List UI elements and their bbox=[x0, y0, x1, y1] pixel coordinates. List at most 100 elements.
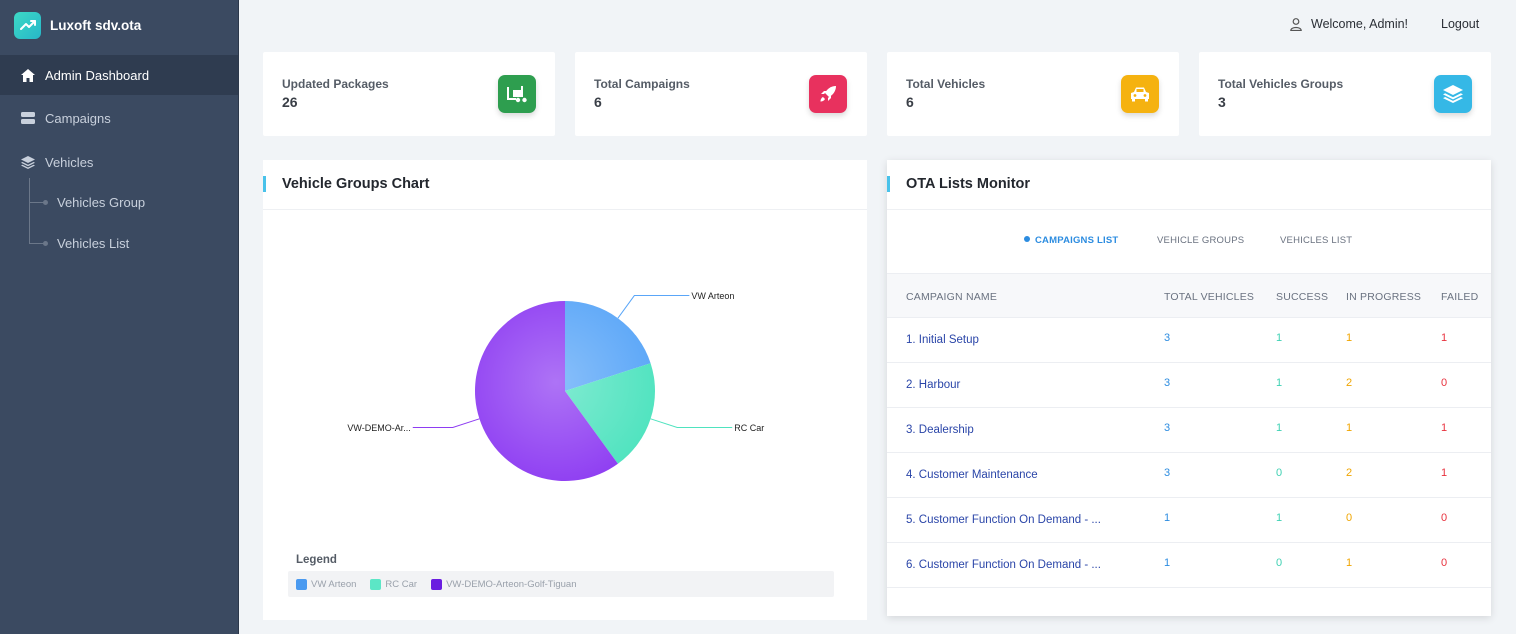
stat-card-updated-packages: Updated Packages 26 bbox=[263, 52, 555, 136]
user-icon bbox=[1290, 17, 1302, 31]
in-progress-cell: 2 bbox=[1346, 377, 1353, 389]
total-vehicles-cell: 1 bbox=[1164, 512, 1171, 524]
failed-cell: 0 bbox=[1441, 512, 1448, 524]
sidebar-item-label: Campaigns bbox=[45, 110, 111, 126]
success-cell: 0 bbox=[1276, 467, 1283, 479]
tab-label: VEHICLE GROUPS bbox=[1157, 235, 1245, 246]
in-progress-cell: 2 bbox=[1346, 467, 1353, 479]
sidebar-item-vehicles-list[interactable]: Vehicles List bbox=[0, 236, 238, 251]
legend-item[interactable]: RC Car bbox=[370, 578, 418, 590]
failed-cell: 0 bbox=[1441, 377, 1448, 389]
in-progress-cell: 1 bbox=[1346, 332, 1353, 344]
panel-title: OTA Lists Monitor bbox=[887, 176, 1030, 192]
sidebar-item-vehicles[interactable]: Vehicles bbox=[0, 142, 238, 182]
legend-item[interactable]: VW-DEMO-Arteon-Golf-Tiguan bbox=[431, 578, 577, 590]
sidebar-item-label: Vehicles bbox=[45, 154, 94, 170]
campaign-name-link[interactable]: 6. Customer Function On Demand - ... bbox=[906, 559, 1101, 571]
sidebar-item-vehicles-group[interactable]: Vehicles Group bbox=[0, 195, 238, 210]
legend-swatch bbox=[431, 578, 443, 590]
tree-node bbox=[43, 200, 48, 205]
campaign-name-link[interactable]: 5. Customer Function On Demand - ... bbox=[906, 514, 1101, 526]
active-dot-icon bbox=[1024, 236, 1030, 242]
failed-cell: 1 bbox=[1441, 467, 1448, 479]
stat-card-total-campaigns: Total Campaigns 6 bbox=[575, 52, 867, 136]
brand[interactable]: Luxoft sdv.ota bbox=[0, 0, 238, 50]
legend-title: Legend bbox=[296, 554, 337, 566]
stat-card-total-vehicles-groups: Total Vehicles Groups 3 bbox=[1199, 52, 1491, 136]
home-icon bbox=[20, 67, 36, 83]
legend-label: VW Arteon bbox=[311, 578, 357, 590]
tab-campaigns-list[interactable]: CAMPAIGNS LIST bbox=[1024, 235, 1118, 246]
tree-line bbox=[29, 178, 30, 243]
stat-card-total-vehicles: Total Vehicles 6 bbox=[887, 52, 1179, 136]
layers-icon bbox=[1434, 75, 1472, 113]
ota-lists-monitor-panel: OTA Lists Monitor CAMPAIGNS LIST VEHICLE… bbox=[887, 160, 1491, 616]
tab-bar: CAMPAIGNS LIST VEHICLE GROUPS VEHICLES L… bbox=[887, 235, 1491, 255]
table-row[interactable]: 5. Customer Function On Demand - ... 1 1… bbox=[887, 498, 1491, 543]
pie-leader-line bbox=[650, 418, 733, 428]
forklift-icon bbox=[498, 75, 536, 113]
sidebar-item-label: Vehicles Group bbox=[57, 195, 146, 210]
campaign-name-link[interactable]: 4. Customer Maintenance bbox=[906, 469, 1038, 481]
legend-swatch bbox=[370, 578, 382, 590]
failed-cell: 1 bbox=[1441, 332, 1448, 344]
sidebar-item-label: Vehicles List bbox=[57, 236, 130, 251]
panel-title: Vehicle Groups Chart bbox=[263, 176, 429, 192]
failed-cell: 1 bbox=[1441, 422, 1448, 434]
campaign-name-link[interactable]: 1. Initial Setup bbox=[906, 334, 979, 346]
campaign-name-link[interactable]: 3. Dealership bbox=[906, 424, 974, 436]
failed-cell: 0 bbox=[1441, 557, 1448, 569]
divider bbox=[263, 209, 867, 210]
column-header[interactable]: CAMPAIGN NAME bbox=[906, 291, 998, 303]
legend-swatch bbox=[296, 578, 307, 590]
table-row[interactable]: 1. Initial Setup 3 1 1 1 bbox=[887, 318, 1491, 363]
logout-link[interactable]: Logout bbox=[1441, 17, 1480, 31]
trending-up-icon bbox=[14, 11, 41, 39]
tab-label: VEHICLES LIST bbox=[1280, 235, 1353, 246]
tree-branch bbox=[29, 202, 45, 203]
tree-branch bbox=[29, 243, 45, 244]
pie-label: VW Arteon bbox=[691, 291, 734, 301]
tab-vehicle-groups[interactable]: VEHICLE GROUPS bbox=[1157, 235, 1244, 246]
stat-value: 3 bbox=[1218, 94, 1226, 110]
sidebar: Luxoft sdv.ota Admin Dashboard Campaigns… bbox=[0, 0, 239, 634]
legend-label: VW-DEMO-Arteon-Golf-Tiguan bbox=[446, 578, 577, 590]
column-header[interactable]: TOTAL VEHICLES bbox=[1164, 291, 1255, 303]
car-icon bbox=[1121, 75, 1159, 113]
column-header[interactable]: FAILED bbox=[1441, 291, 1479, 303]
legend-item[interactable]: VW Arteon bbox=[296, 578, 357, 590]
success-cell: 0 bbox=[1276, 557, 1283, 569]
sidebar-item-admin-dashboard[interactable]: Admin Dashboard bbox=[0, 55, 238, 95]
stat-label: Updated Packages bbox=[282, 77, 389, 91]
table-row[interactable]: 3. Dealership 3 1 1 1 bbox=[887, 408, 1491, 453]
column-header[interactable]: SUCCESS bbox=[1276, 291, 1329, 303]
sidebar-item-campaigns[interactable]: Campaigns bbox=[0, 98, 238, 138]
stat-label: Total Vehicles bbox=[906, 77, 986, 91]
sidebar-item-label: Admin Dashboard bbox=[45, 67, 150, 83]
pie-leader-line bbox=[412, 418, 480, 428]
tab-vehicles-list[interactable]: VEHICLES LIST bbox=[1280, 235, 1352, 246]
total-vehicles-cell: 1 bbox=[1164, 557, 1171, 569]
in-progress-cell: 1 bbox=[1346, 422, 1353, 434]
tree-node bbox=[43, 241, 48, 246]
table-row[interactable]: 2. Harbour 3 1 2 0 bbox=[887, 363, 1491, 408]
table-row[interactable]: 6. Customer Function On Demand - ... 1 0… bbox=[887, 543, 1491, 588]
stat-value: 6 bbox=[906, 94, 914, 110]
stat-value: 6 bbox=[594, 94, 602, 110]
column-header[interactable]: IN PROGRESS bbox=[1346, 291, 1422, 303]
success-cell: 1 bbox=[1276, 422, 1283, 434]
table-row[interactable]: 4. Customer Maintenance 3 0 2 1 bbox=[887, 453, 1491, 498]
user-menu[interactable]: Welcome, Admin! bbox=[1290, 17, 1408, 31]
tab-label: CAMPAIGNS LIST bbox=[1035, 235, 1119, 246]
stat-label: Total Campaigns bbox=[594, 77, 690, 91]
pie-leader-line bbox=[617, 295, 690, 319]
stat-value: 26 bbox=[282, 94, 298, 110]
success-cell: 1 bbox=[1276, 332, 1283, 344]
total-vehicles-cell: 3 bbox=[1164, 377, 1171, 389]
total-vehicles-cell: 3 bbox=[1164, 467, 1171, 479]
success-cell: 1 bbox=[1276, 512, 1283, 524]
server-icon bbox=[20, 110, 36, 126]
legend-label: RC Car bbox=[385, 578, 418, 590]
campaign-name-link[interactable]: 2. Harbour bbox=[906, 379, 961, 391]
pie-label: VW-DEMO-Ar... bbox=[347, 423, 410, 433]
